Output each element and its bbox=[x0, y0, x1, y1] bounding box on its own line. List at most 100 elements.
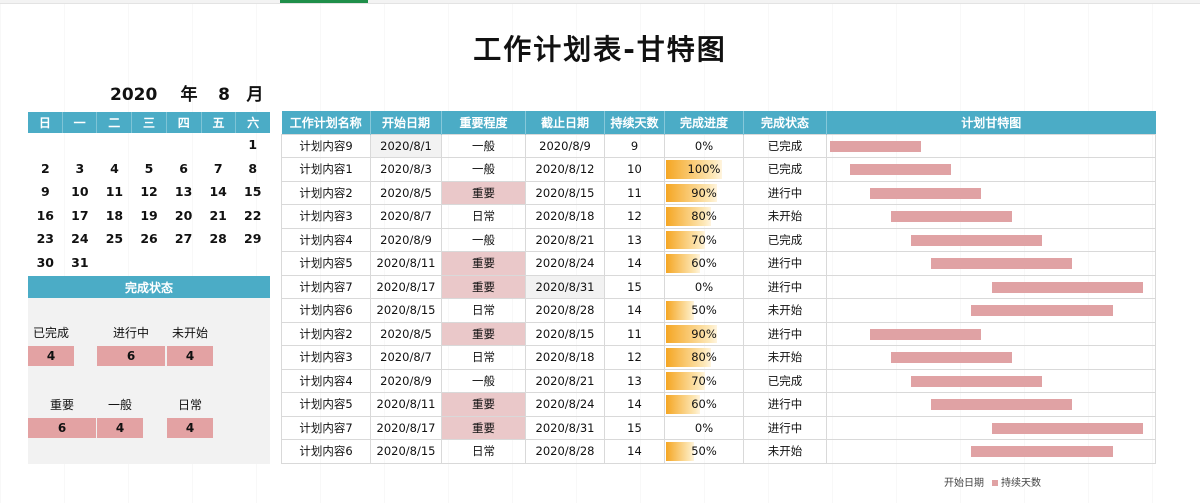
cell-name: 计划内容5 bbox=[281, 392, 371, 417]
cell-status: 进行中 bbox=[743, 415, 827, 440]
calendar-day[interactable]: 18 bbox=[105, 207, 124, 223]
gantt-bar bbox=[991, 281, 1143, 293]
calendar-day[interactable]: 21 bbox=[209, 207, 227, 223]
calendar-day[interactable]: 7 bbox=[213, 160, 223, 176]
cell-status: 未开始 bbox=[743, 439, 827, 464]
cell-end: 2020/8/24 bbox=[525, 392, 605, 417]
cell-status: 进行中 bbox=[743, 392, 827, 417]
gantt-cell bbox=[826, 204, 1156, 229]
cell-end: 2020/8/28 bbox=[525, 298, 605, 323]
cell-priority: 日常 bbox=[441, 439, 526, 464]
gantt-cell bbox=[826, 368, 1156, 393]
cell-end: 2020/8/9 bbox=[525, 133, 605, 158]
cell-start: 2020/8/5 bbox=[370, 180, 442, 205]
gantt-legend: 开始日期 持续天数 bbox=[944, 474, 1041, 489]
cell-progress: 60% bbox=[664, 251, 744, 276]
progress-fill bbox=[666, 348, 711, 367]
cell-priority: 一般 bbox=[441, 227, 526, 252]
progress-text: 50% bbox=[691, 303, 717, 318]
calendar-weekday: 一 bbox=[63, 112, 98, 133]
calendar-day[interactable]: 4 bbox=[110, 160, 119, 176]
gantt-bar bbox=[910, 234, 1042, 246]
calendar-day[interactable]: 14 bbox=[209, 184, 227, 200]
calendar-day[interactable]: 16 bbox=[36, 207, 54, 223]
calendar-day[interactable]: 9 bbox=[40, 184, 50, 200]
calendar-day[interactable]: 13 bbox=[174, 184, 193, 200]
cell-name: 计划内容5 bbox=[281, 251, 371, 276]
calendar-day[interactable]: 25 bbox=[105, 231, 124, 247]
calendar-day[interactable]: 22 bbox=[244, 207, 262, 223]
table-row: 计划内容3 2020/8/7 日常 2020/8/18 12 80% 未开始 bbox=[281, 204, 1156, 229]
calendar-week-row: 16 17 18 19 20 21 22 bbox=[28, 204, 270, 228]
cell-name: 计划内容2 bbox=[281, 180, 371, 205]
calendar-day[interactable]: 23 bbox=[36, 231, 54, 247]
cell-name: 计划内容4 bbox=[281, 227, 371, 252]
calendar-day[interactable]: 20 bbox=[174, 207, 193, 223]
calendar-day bbox=[132, 133, 167, 157]
calendar-day[interactable]: 5 bbox=[144, 160, 154, 176]
gantt-bar bbox=[910, 375, 1042, 387]
calendar-day[interactable]: 30 bbox=[36, 254, 54, 270]
calendar-day[interactable]: 8 bbox=[248, 160, 258, 176]
cell-progress: 70% bbox=[664, 227, 744, 252]
calendar-day[interactable]: 24 bbox=[71, 231, 89, 247]
gantt-cell bbox=[826, 321, 1156, 346]
cell-priority: 一般 bbox=[441, 368, 526, 393]
calendar-day[interactable]: 19 bbox=[140, 207, 158, 223]
status-panel-title: 完成状态 bbox=[28, 276, 270, 298]
column-header: 持续天数 bbox=[604, 111, 665, 134]
gantt-cell bbox=[826, 439, 1156, 464]
calendar-day[interactable]: 11 bbox=[105, 184, 124, 200]
progress-text: 80% bbox=[691, 209, 717, 224]
calendar-year-label: 年 bbox=[180, 85, 198, 105]
cell-priority: 一般 bbox=[441, 133, 526, 158]
cell-end: 2020/8/31 bbox=[525, 274, 605, 299]
gantt-cell bbox=[826, 274, 1156, 299]
calendar-weekday: 二 bbox=[97, 112, 133, 133]
calendar-day[interactable]: 29 bbox=[244, 231, 262, 247]
calendar-weekday: 日 bbox=[28, 112, 63, 133]
calendar-day[interactable]: 10 bbox=[71, 184, 89, 200]
table-row: 计划内容4 2020/8/9 一般 2020/8/21 13 70% 已完成 bbox=[281, 227, 1156, 252]
cell-end: 2020/8/18 bbox=[525, 345, 605, 370]
column-header: 重要程度 bbox=[441, 111, 526, 134]
progress-fill bbox=[666, 207, 711, 226]
cell-status: 进行中 bbox=[743, 274, 827, 299]
cell-days: 14 bbox=[604, 298, 665, 323]
calendar-day[interactable]: 12 bbox=[140, 184, 158, 200]
stat-label: 已完成 bbox=[32, 326, 69, 340]
table-row: 计划内容5 2020/8/11 重要 2020/8/24 14 60% 进行中 bbox=[281, 392, 1156, 417]
gantt-bar bbox=[870, 328, 982, 340]
calendar-day[interactable]: 2 bbox=[40, 160, 50, 176]
calendar-day[interactable]: 31 bbox=[71, 254, 89, 270]
cell-progress: 80% bbox=[664, 204, 744, 229]
calendar-day[interactable]: 28 bbox=[209, 231, 227, 247]
calendar-day[interactable]: 26 bbox=[140, 231, 158, 247]
cell-start: 2020/8/9 bbox=[370, 368, 442, 393]
calendar-grid: 日一二三四五六 1 2 3 4 5 6 7 8 9 10 11 12 13 14 15 16 17 18 19 20 21… bbox=[28, 112, 270, 274]
column-header-strip bbox=[0, 0, 1200, 4]
progress-fill bbox=[666, 442, 695, 461]
stat-label: 重要 bbox=[49, 398, 74, 412]
calendar-day[interactable]: 27 bbox=[174, 231, 193, 247]
calendar-day[interactable]: 17 bbox=[71, 207, 89, 223]
progress-fill bbox=[666, 371, 706, 390]
cell-priority: 重要 bbox=[441, 274, 526, 299]
calendar-day[interactable]: 1 bbox=[248, 137, 258, 153]
calendar-day[interactable]: 6 bbox=[179, 160, 188, 176]
calendar-day bbox=[166, 251, 201, 275]
progress-fill bbox=[666, 254, 700, 273]
cell-name: 计划内容6 bbox=[281, 439, 371, 464]
calendar-day[interactable]: 3 bbox=[75, 160, 85, 176]
gantt-cell bbox=[826, 251, 1156, 276]
cell-priority: 日常 bbox=[441, 298, 526, 323]
cell-priority: 重要 bbox=[441, 415, 526, 440]
progress-fill bbox=[666, 183, 717, 202]
calendar-week-row: 23 24 25 26 27 28 29 bbox=[28, 227, 270, 251]
cell-name: 计划内容2 bbox=[281, 321, 371, 346]
calendar-day[interactable]: 15 bbox=[244, 184, 262, 200]
stat-value: 6 bbox=[28, 418, 96, 438]
cell-name: 计划内容4 bbox=[281, 368, 371, 393]
stat-value: 4 bbox=[97, 418, 143, 438]
calendar-header: 2020 年 8 月 bbox=[110, 80, 270, 105]
